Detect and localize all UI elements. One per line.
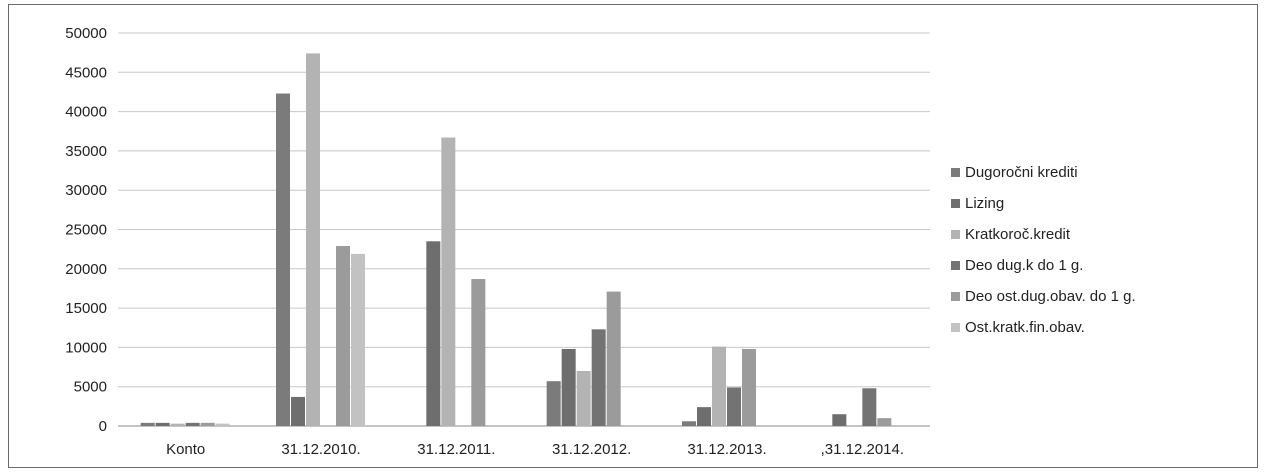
bar (441, 137, 456, 426)
bar (832, 414, 847, 426)
x-tick-label: 31.12.2010. (281, 441, 360, 458)
legend-swatch (951, 292, 960, 301)
bar (155, 422, 170, 426)
legend-swatch (951, 168, 960, 177)
bar (306, 53, 320, 426)
bar (606, 291, 621, 426)
bar (546, 381, 561, 426)
bar (351, 253, 365, 426)
bar (426, 241, 441, 426)
y-tick-label: 40000 (65, 104, 107, 121)
bars (140, 53, 892, 426)
bar (561, 348, 576, 426)
bar (200, 422, 215, 426)
y-axis-ticks: 0 5000 10000 15000 20000 25000 30000 35000 40000… (65, 25, 107, 435)
bar (591, 329, 606, 426)
bar (215, 423, 230, 426)
legend-label: Lizing (965, 195, 1004, 212)
legend-label: Dugoročni krediti (965, 164, 1078, 181)
y-tick-label: 25000 (65, 222, 107, 239)
bar (170, 423, 185, 426)
bar (185, 422, 200, 426)
bar (291, 396, 305, 426)
y-tick-label: 0 (99, 418, 107, 435)
y-tick-label: 50000 (65, 25, 107, 42)
y-tick-label: 30000 (65, 182, 107, 199)
bar (471, 279, 486, 426)
chart-frame (8, 4, 1258, 468)
legend-label: Kratkoroč.kredit (965, 226, 1071, 243)
y-tick-label: 5000 (74, 379, 107, 396)
bar (140, 422, 155, 426)
gridlines (118, 32, 930, 427)
legend-swatch (951, 323, 960, 332)
legend-label: Deo ost.dug.obav. do 1 g. (965, 288, 1136, 305)
y-tick-label: 15000 (65, 300, 107, 317)
x-tick-label: Konto (166, 441, 205, 458)
bar (877, 418, 892, 426)
legend-swatch (951, 261, 960, 270)
y-tick-label: 35000 (65, 143, 107, 160)
bar (862, 388, 877, 426)
bar (682, 421, 696, 426)
x-tick-label: ,31.12.2014. (821, 441, 904, 458)
x-axis-ticks: Konto 31.12.2010. 31.12.2011. 31.12.2012. 31… (166, 441, 904, 458)
y-tick-label: 20000 (65, 261, 107, 278)
legend-label: Deo dug.k do 1 g. (965, 257, 1083, 274)
legend-swatch (951, 230, 960, 239)
legend-label: Ost.kratk.fin.obav. (965, 319, 1085, 336)
bar (576, 370, 591, 426)
legend: Dugoročni krediti Lizing Kratkoroč.kredit D… (951, 164, 1136, 336)
y-tick-label: 45000 (65, 64, 107, 81)
y-tick-label: 10000 (65, 339, 107, 356)
bar (276, 93, 290, 426)
bar (336, 246, 350, 426)
x-tick-label: 31.12.2012. (552, 441, 631, 458)
x-tick-label: 31.12.2011. (417, 441, 495, 458)
x-tick-label: 31.12.2013. (687, 441, 766, 458)
legend-swatch (951, 199, 960, 208)
bar (727, 387, 741, 426)
bar (697, 407, 711, 426)
bar (712, 346, 726, 426)
bar (742, 348, 756, 426)
